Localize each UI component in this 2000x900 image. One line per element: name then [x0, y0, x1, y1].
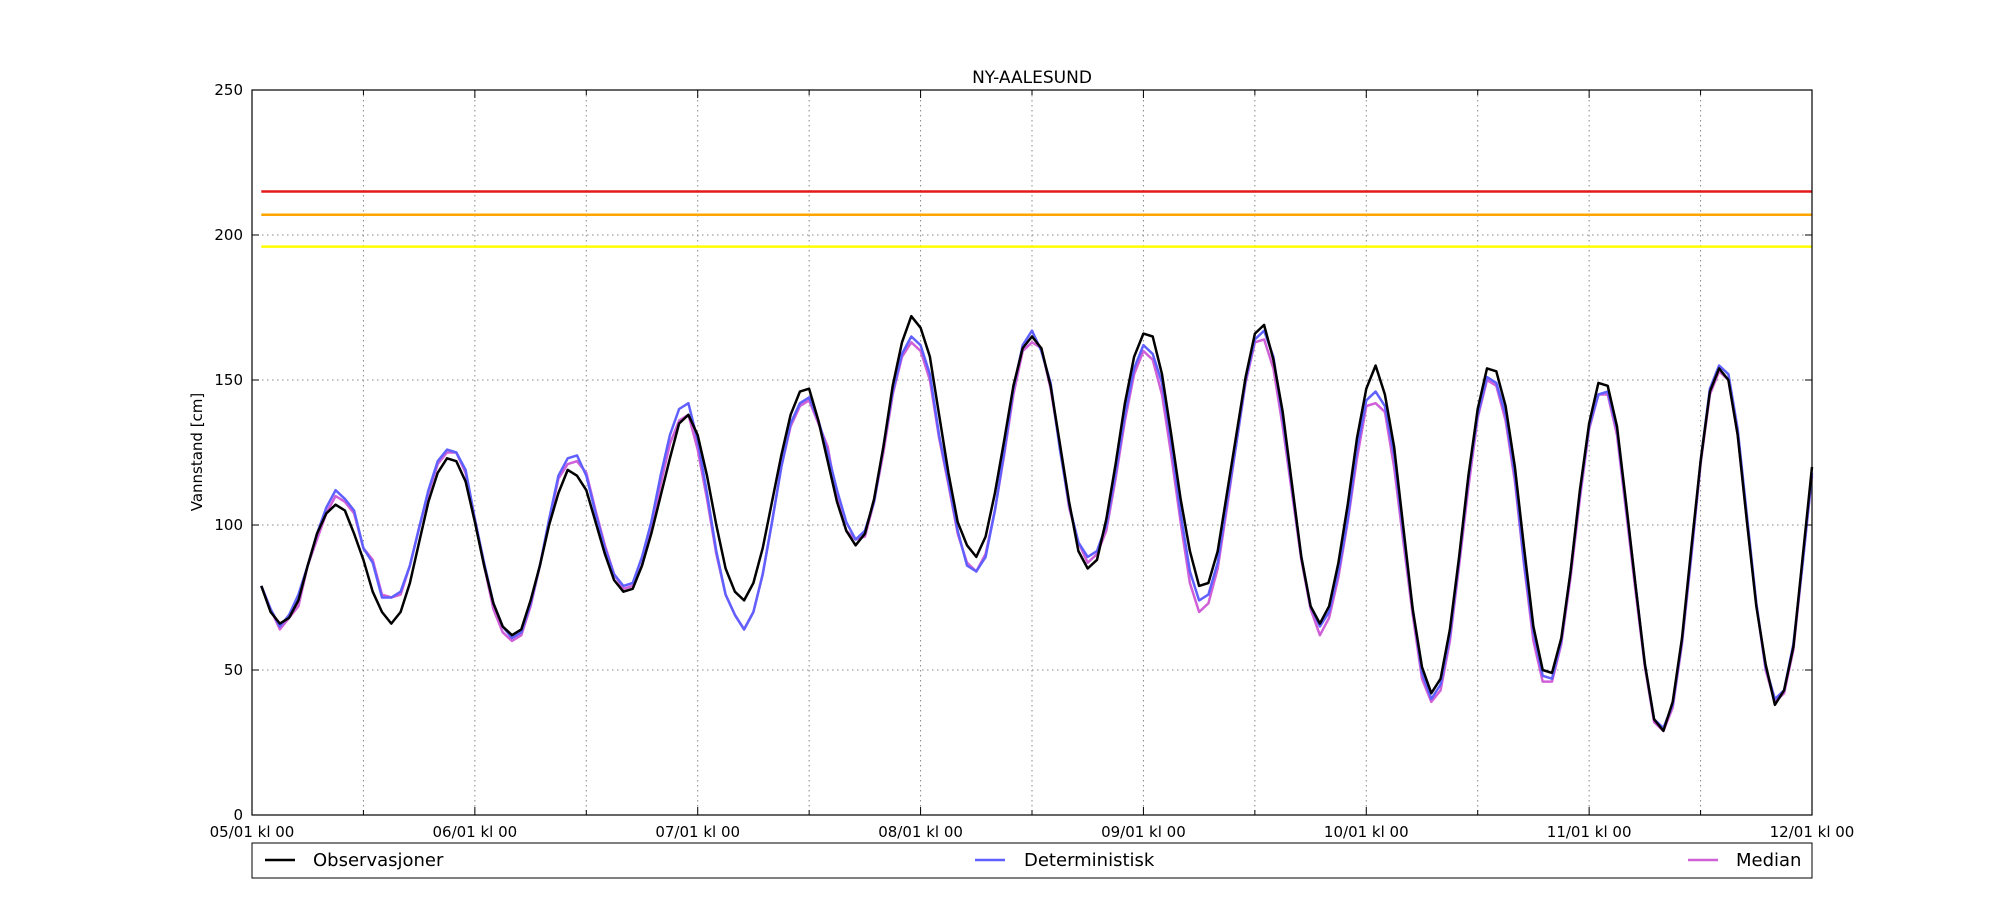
y-tick-label: 100	[214, 516, 243, 534]
x-tick-label: 07/01 kl 00	[655, 823, 740, 841]
x-tick-label: 08/01 kl 00	[878, 823, 963, 841]
legend-label: Median	[1736, 850, 1801, 871]
threshold-lines	[261, 190, 1812, 248]
axis-ticks: 0 50 100 150 200 250 05/01 kl 00 06/01 kl 00 07/…	[210, 81, 1855, 841]
legend-label: Observasjoner	[313, 850, 444, 871]
y-tick-label: 50	[224, 661, 243, 679]
legend: Observasjoner Deterministisk Median	[251, 842, 1813, 879]
y-axis-label: Vannstand [cm]	[188, 393, 206, 512]
series-lines	[260, 314, 1814, 733]
series-line-observasjoner	[260, 314, 1814, 733]
x-tick-label: 09/01 kl 00	[1101, 823, 1186, 841]
x-tick-label: 05/01 kl 00	[210, 823, 295, 841]
y-tick-label: 0	[233, 806, 243, 824]
x-tick-label: 06/01 kl 00	[432, 823, 517, 841]
x-tick-label: 11/01 kl 00	[1547, 823, 1632, 841]
legend-label: Deterministisk	[1024, 850, 1155, 871]
y-tick-label: 150	[214, 371, 243, 389]
y-tick-label: 200	[214, 226, 243, 244]
legend-box	[251, 842, 1813, 879]
grid-lines	[252, 90, 1812, 815]
chart-title: NY-AALESUND	[972, 68, 1092, 88]
y-tick-label: 250	[214, 81, 243, 99]
x-tick-label: 12/01 kl 00	[1770, 823, 1855, 841]
x-tick-label: 10/01 kl 00	[1324, 823, 1409, 841]
